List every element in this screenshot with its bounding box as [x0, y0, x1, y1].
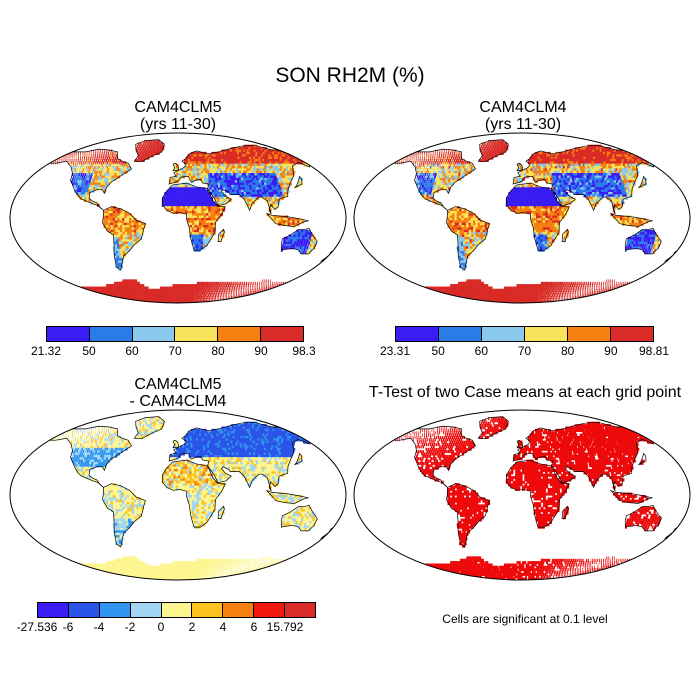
- map-border: [9, 132, 347, 304]
- colorbar-clm4: [395, 326, 654, 342]
- colorbar-segment: [132, 327, 176, 341]
- colorbar-segment: [439, 327, 482, 341]
- colorbar-segment: [525, 327, 568, 341]
- colorbar-segment: [47, 327, 90, 341]
- colorbar-segment: [38, 603, 69, 617]
- colorbar-tick-label: 90: [254, 344, 268, 358]
- panel-title-clm5-line2: (yrs 11-30): [139, 116, 217, 133]
- panel-title-clm4-line1: CAM4CLM4: [479, 99, 567, 116]
- map-clm4: [353, 132, 691, 304]
- grid-cells: [42, 417, 334, 580]
- colorbar-tick-label: 60: [125, 344, 139, 358]
- colorbar-segment: [175, 327, 219, 341]
- colorbar-segment: [68, 603, 100, 617]
- colorbar-tick-label: 80: [211, 344, 225, 358]
- colorbar-difference: [37, 602, 316, 618]
- colorbar-tick-label: 98.81: [638, 344, 670, 358]
- panel-title-diff: CAM4CLM5 - CAM4CLM4: [78, 376, 278, 410]
- colorbar-tick-label: -6: [62, 620, 74, 634]
- significance-note: Cells are significant at 0.1 level: [442, 612, 608, 626]
- colorbar-tick-label: 70: [517, 344, 532, 358]
- colorbar-tick-label: 2: [188, 620, 196, 634]
- colorbar-tick-label: 50: [82, 344, 96, 358]
- panel-title-diff-line1: CAM4CLM5: [134, 376, 222, 393]
- panel-title-clm4: CAM4CLM4 (yrs 11-30): [423, 99, 623, 133]
- map-ttest: [353, 409, 691, 581]
- colorbar-segment: [611, 327, 653, 341]
- panel-title-diff-line2: - CAM4CLM4: [129, 393, 227, 410]
- map-difference: [9, 409, 347, 581]
- colorbar-tick-label: 80: [560, 344, 575, 358]
- map-border: [353, 409, 691, 581]
- colorbar-tick-label: 90: [604, 344, 618, 358]
- colorbar-tick-label: -4: [93, 620, 105, 634]
- colorbar-tick-label: 21.32: [30, 344, 62, 358]
- colorbar-segment: [261, 327, 303, 341]
- panel-title-clm4-line2: (yrs 11-30): [484, 116, 562, 133]
- colorbar-segment: [482, 327, 525, 341]
- colorbar-segment: [161, 603, 193, 617]
- map-border: [353, 132, 691, 304]
- colorbar-segment: [285, 603, 316, 617]
- grid-cells: [42, 140, 334, 303]
- map-border: [9, 409, 347, 581]
- colorbar-tick-label: 50: [431, 344, 445, 358]
- colorbar-segment: [192, 603, 224, 617]
- colorbar-tick-label: 60: [474, 344, 489, 358]
- panel-title-ttest: T-Test of two Case means at each grid po…: [355, 384, 695, 401]
- colorbar-tick-label: 23.31: [379, 344, 411, 358]
- colorbar-tick-label: -2: [124, 620, 136, 634]
- colorbar-tick-label: 4: [219, 620, 227, 634]
- panel-title-clm5-line1: CAM4CLM5: [134, 99, 222, 116]
- colorbar-segment: [130, 603, 162, 617]
- colorbar-segment: [254, 603, 286, 617]
- grid-cells: [386, 140, 678, 303]
- colorbar-segment: [218, 327, 262, 341]
- colorbar-tick-label: 70: [168, 344, 182, 358]
- panel-title-ttest-line1: T-Test of two Case means at each grid po…: [368, 384, 682, 401]
- colorbar-tick-label: 15.792: [266, 620, 304, 634]
- coastlines: [47, 139, 336, 271]
- coastlines: [391, 416, 680, 548]
- main-title: SON RH2M (%): [275, 64, 425, 87]
- map-clm5: [9, 132, 347, 304]
- colorbar-tick-label: 98.3: [292, 344, 316, 358]
- colorbar-segment: [89, 327, 133, 341]
- colorbar-segment: [396, 327, 439, 341]
- colorbar-segment: [223, 603, 255, 617]
- colorbar-tick-label: -27.536: [16, 620, 58, 634]
- colorbar-segment: [568, 327, 611, 341]
- colorbar-tick-label: 0: [157, 620, 165, 634]
- colorbar-tick-label: 6: [250, 620, 258, 634]
- grid-cells: [389, 417, 678, 580]
- colorbar-clm5: [46, 326, 304, 342]
- panel-title-clm5: CAM4CLM5 (yrs 11-30): [78, 99, 278, 133]
- colorbar-segment: [99, 603, 131, 617]
